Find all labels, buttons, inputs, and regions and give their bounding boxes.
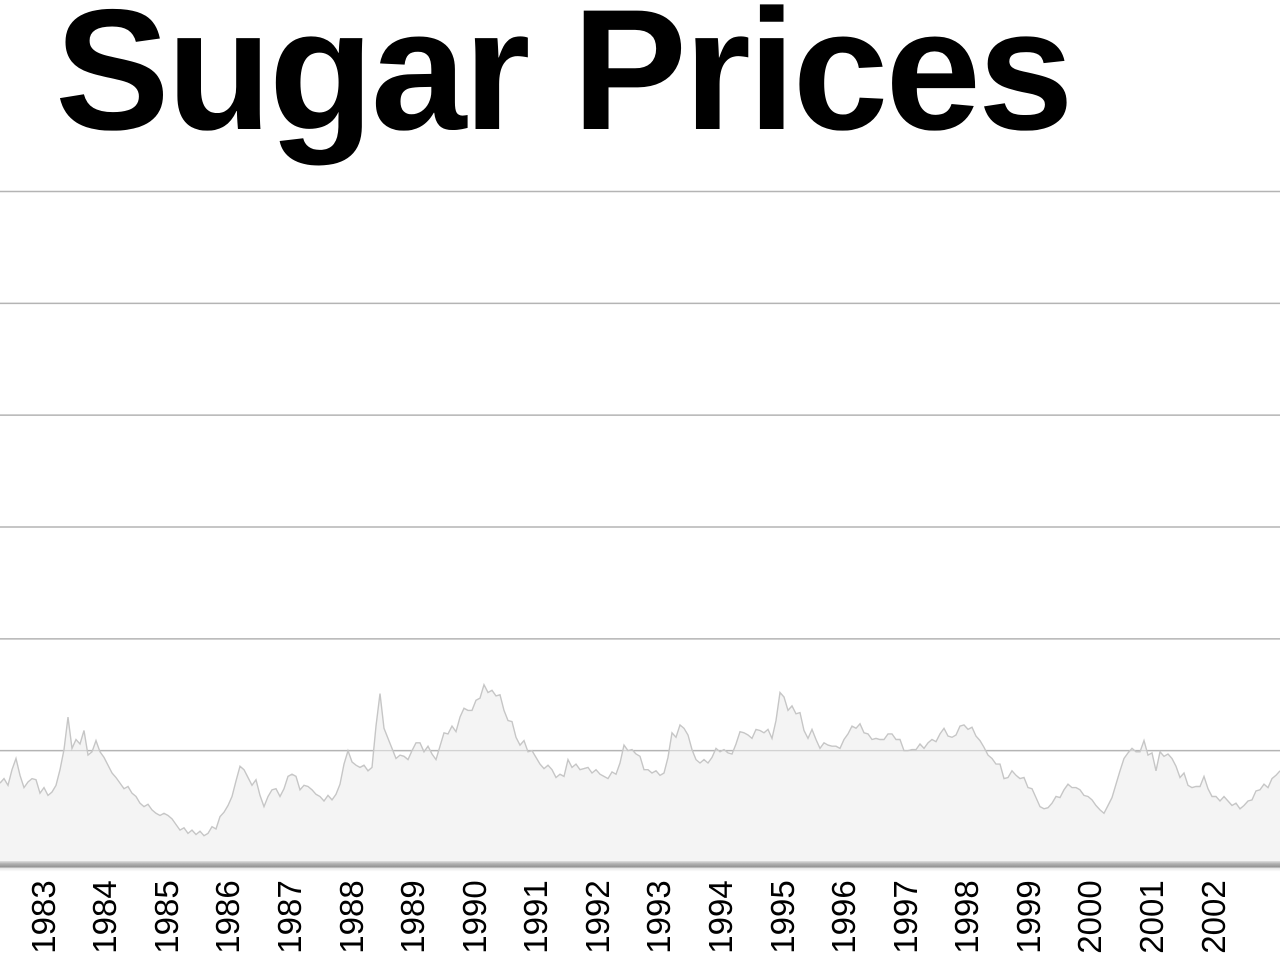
x-axis-bar-shadow — [0, 867, 1280, 872]
x-axis-bar — [0, 861, 1280, 868]
chart-title: Sugar Prices — [55, 0, 1074, 166]
price-line — [0, 682, 1280, 837]
gridlines-over-fill — [0, 191, 1280, 752]
price-area-fill — [0, 684, 1280, 863]
horizontal-gridlines — [0, 190, 1280, 752]
